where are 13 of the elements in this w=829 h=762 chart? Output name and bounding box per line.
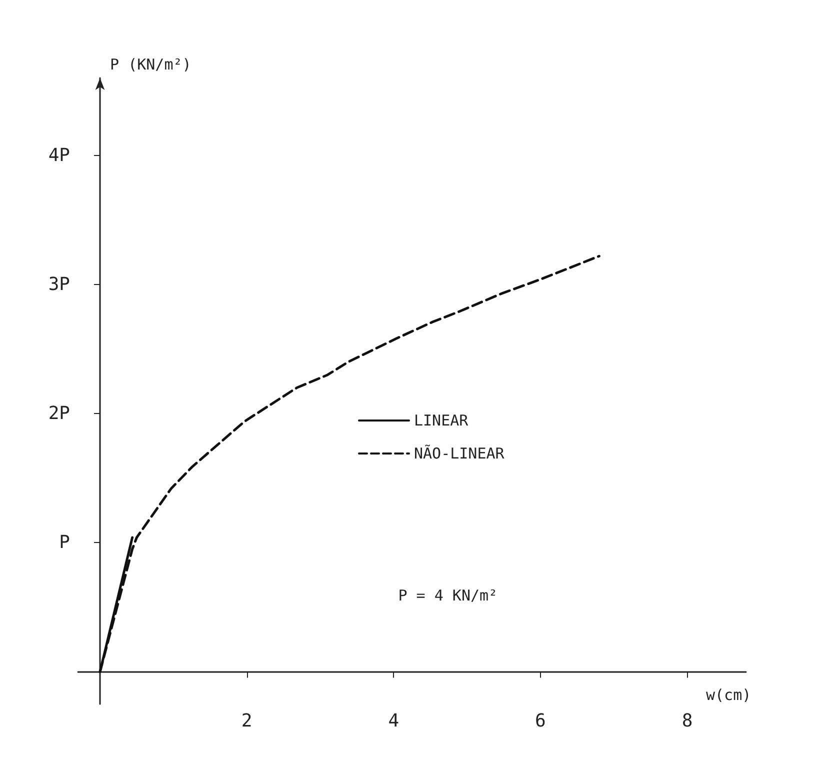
x-tick-label: 2 (241, 710, 252, 732)
x-tick-label: 4 (388, 710, 400, 732)
x-tick-label: 6 (535, 710, 546, 732)
x-tick-label: 8 (682, 710, 693, 732)
x-axis-title: w(cm) (706, 686, 752, 704)
y-axis-title: P (KN/m²) (110, 56, 192, 74)
legend-label: LINEAR (414, 412, 470, 430)
y-tick-label: P (59, 532, 70, 554)
legend-label: NÃO-LINEAR (414, 444, 506, 462)
y-tick-label: 3P (48, 274, 70, 296)
annotation: P = 4 KN/m² (398, 586, 498, 604)
y-tick-label: 4P (48, 144, 70, 166)
y-tick-label: 2P (48, 403, 70, 424)
